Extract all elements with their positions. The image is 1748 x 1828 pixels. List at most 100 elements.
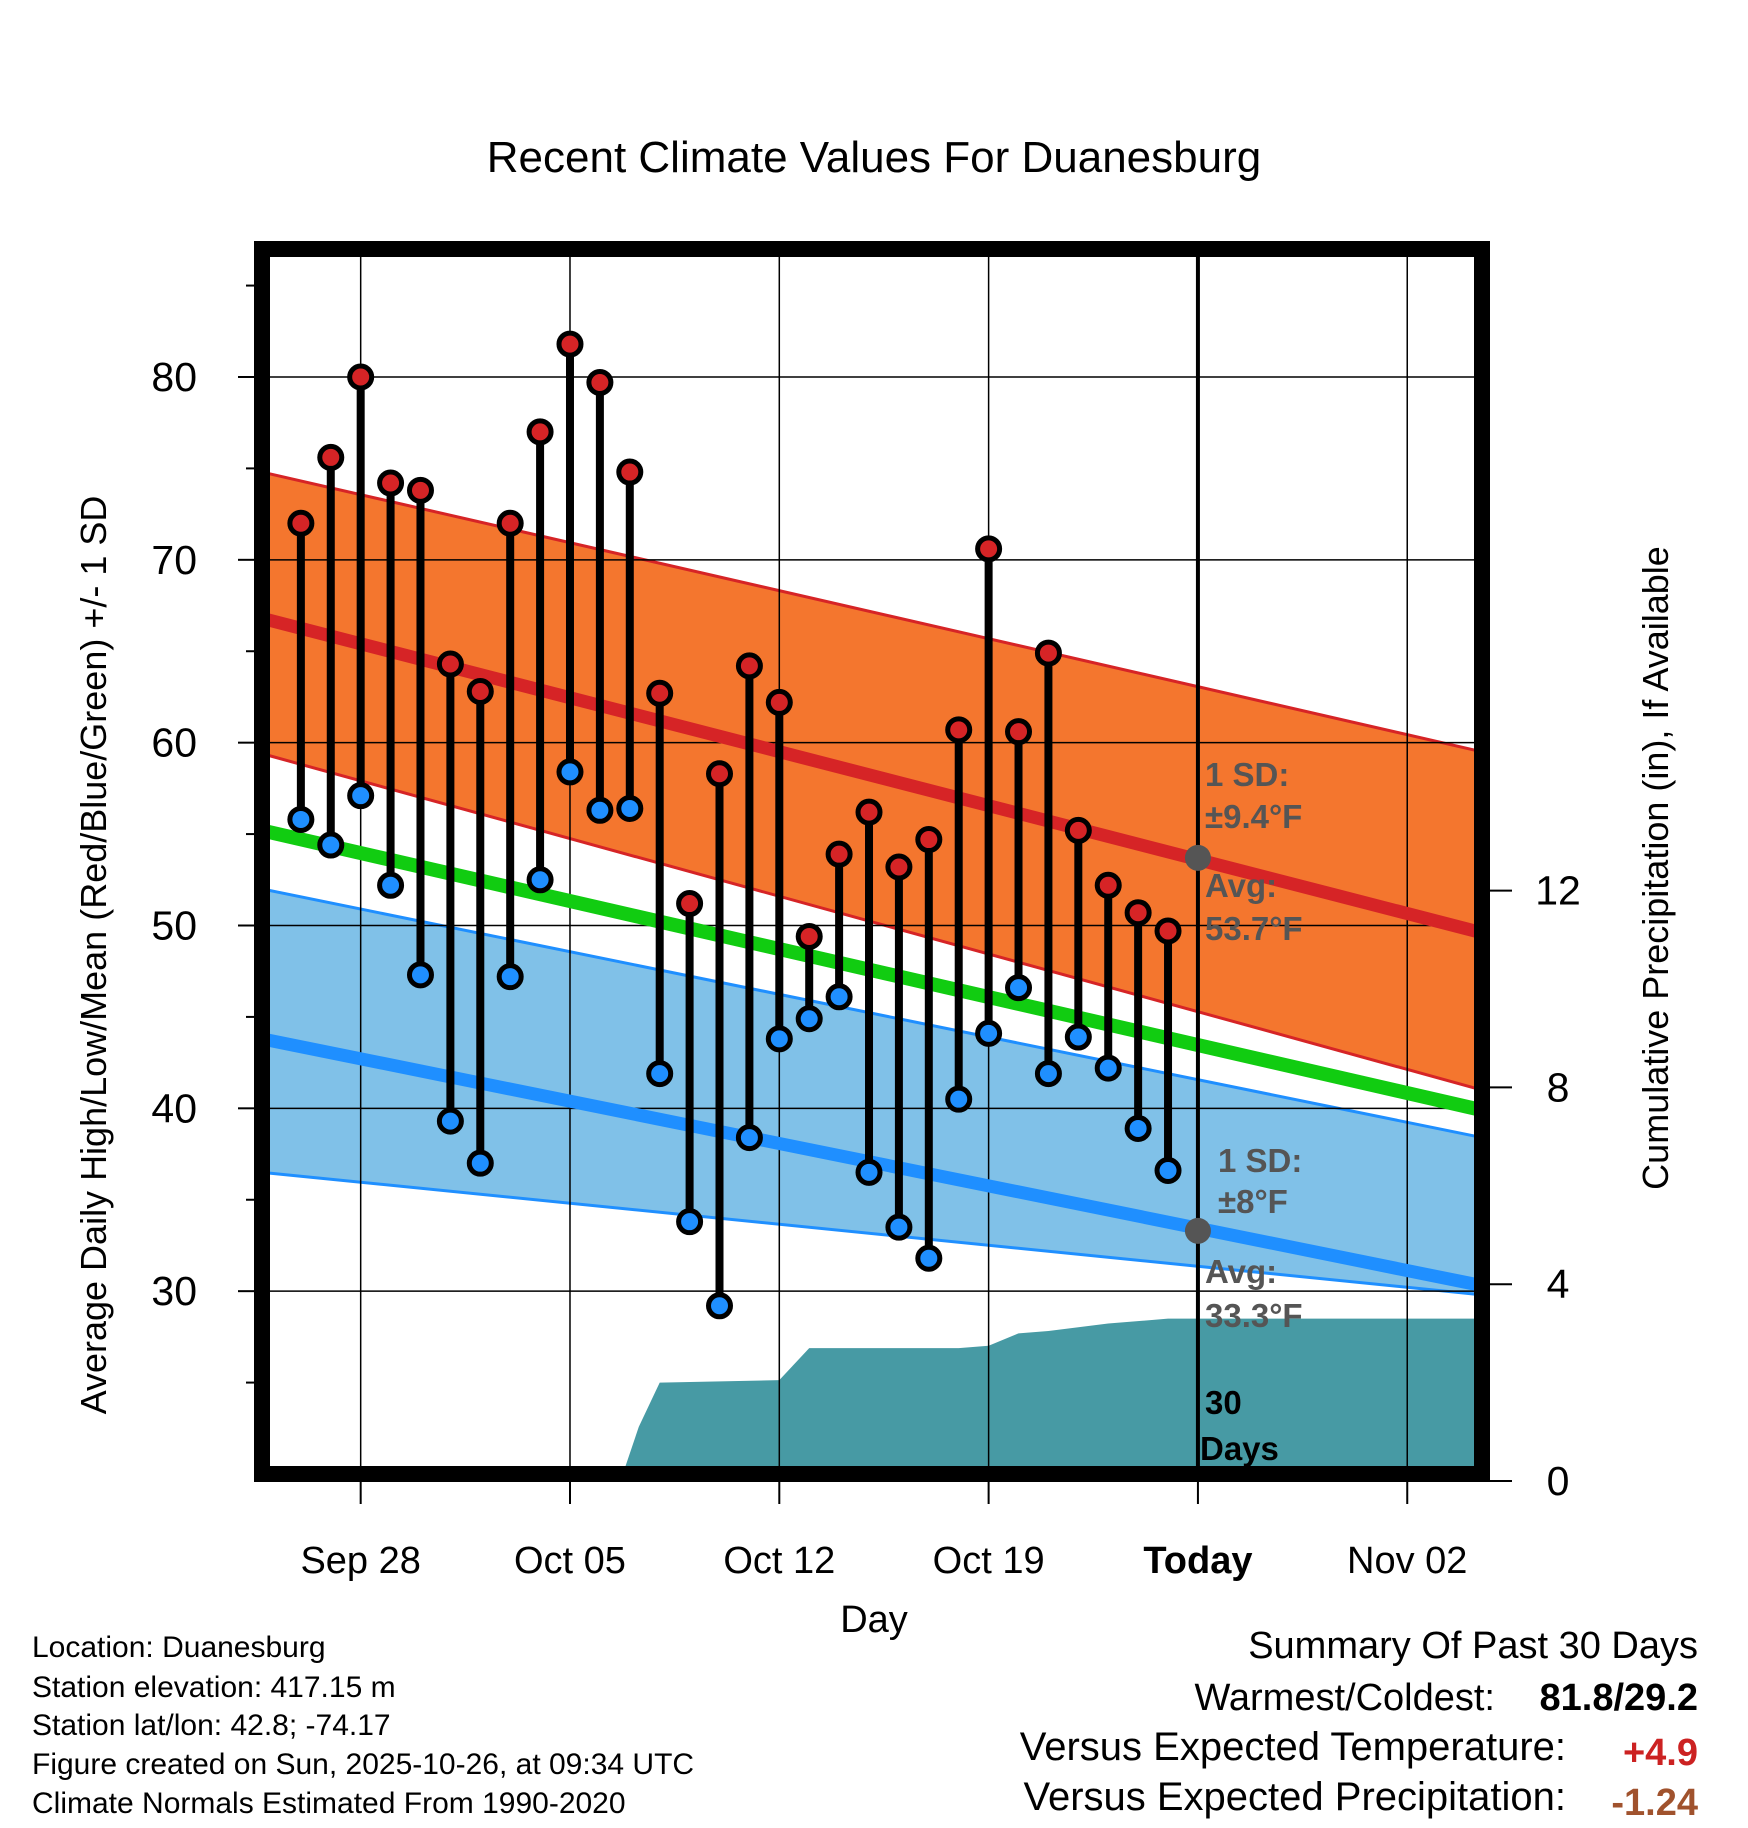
footer-location: Location: Duanesburg xyxy=(32,1631,326,1664)
y-tick-label: 40 xyxy=(151,1085,197,1131)
low-avg-value: 33.3°F xyxy=(1205,1297,1303,1334)
daily-low-point xyxy=(646,1060,674,1088)
y-tick-label: 80 xyxy=(151,354,197,400)
footer-created: Figure created on Sun, 2025-10-26, at 09… xyxy=(32,1748,694,1781)
y2-axis-label: Cumulative Precipitation (in), If Availa… xyxy=(1635,546,1676,1190)
y-tick-label: 30 xyxy=(151,1268,197,1314)
period-days-number: 30 xyxy=(1205,1384,1242,1421)
daily-high-point xyxy=(556,330,584,358)
daily-low-point xyxy=(1094,1054,1122,1082)
daily-low-point xyxy=(436,1107,464,1135)
y-tick-label: 50 xyxy=(151,902,197,948)
daily-low-point xyxy=(735,1124,763,1152)
daily-low-point xyxy=(825,983,853,1011)
daily-low-point xyxy=(1005,974,1033,1002)
daily-high-point xyxy=(526,418,554,446)
daily-high-point xyxy=(1124,899,1152,927)
daily-low-point xyxy=(706,1292,733,1320)
daily-high-point xyxy=(795,922,823,950)
high-avg-label: Avg: xyxy=(1205,867,1277,904)
daily-high-point xyxy=(1034,639,1062,667)
today-low-avg-marker xyxy=(1184,1217,1211,1244)
daily-low-point xyxy=(1034,1060,1062,1088)
daily-high-point xyxy=(735,652,763,680)
x-tick-label: Nov 02 xyxy=(1347,1540,1467,1582)
daily-high-point xyxy=(1005,718,1033,746)
high-normal-line xyxy=(260,612,1484,940)
daily-low-point xyxy=(347,782,375,810)
daily-low-point xyxy=(1154,1156,1182,1184)
daily-high-point xyxy=(1094,871,1122,899)
high-sd-label: 1 SD: xyxy=(1205,756,1289,793)
daily-low-point xyxy=(406,961,434,989)
daily-low-point xyxy=(556,758,584,786)
today-high-avg-marker xyxy=(1184,844,1211,871)
precip-area xyxy=(621,1318,1482,1474)
footer-elevation: Station elevation: 417.15 m xyxy=(32,1671,396,1704)
period-days-unit: Days xyxy=(1200,1430,1279,1467)
high-sd-band-upper-edge xyxy=(261,470,1483,754)
summary-temp-value: +4.9 xyxy=(1623,1732,1698,1774)
daily-high-point xyxy=(377,469,405,497)
daily-high-point xyxy=(1064,816,1092,844)
y-tick-label: 60 xyxy=(151,720,197,766)
daily-low-point xyxy=(975,1019,1003,1047)
daily-high-point xyxy=(885,853,913,881)
daily-low-point xyxy=(586,796,614,824)
daily-high-point xyxy=(496,509,524,537)
daily-high-point xyxy=(347,363,375,391)
daily-low-point xyxy=(855,1158,883,1186)
summary-temp-label: Versus Expected Temperature: xyxy=(1020,1725,1566,1769)
high-avg-value: 53.7°F xyxy=(1205,910,1303,947)
daily-low-point xyxy=(1124,1114,1152,1142)
daily-low-point xyxy=(287,805,315,833)
daily-high-point xyxy=(317,443,345,471)
x-tick-label: Today xyxy=(1143,1540,1252,1582)
daily-low-point xyxy=(466,1149,494,1177)
daily-high-point xyxy=(975,535,1003,563)
plot-area: 1 SD: ±9.4°F Avg: 53.7°F 1 SD: ±8°F Avg: 33.3°F… xyxy=(151,241,1581,1582)
x-tick-label: Sep 28 xyxy=(300,1540,420,1582)
summary-title: Summary Of Past 30 Days xyxy=(1248,1625,1698,1667)
daily-high-point xyxy=(1154,917,1182,945)
y-tick-label: 70 xyxy=(151,537,197,583)
low-sd-label: 1 SD: xyxy=(1218,1142,1302,1179)
daily-low-point xyxy=(616,794,644,822)
daily-high-point xyxy=(287,509,315,537)
x-tick-label: Oct 19 xyxy=(933,1540,1045,1582)
daily-high-point xyxy=(466,677,494,705)
summary-precip-label: Versus Expected Precipitation: xyxy=(1023,1775,1566,1819)
daily-high-point xyxy=(706,760,733,788)
daily-low-point xyxy=(1064,1023,1092,1051)
footer-latlon: Station lat/lon: 42.8; -74.17 xyxy=(32,1709,391,1742)
footer-normals: Climate Normals Estimated From 1990-2020 xyxy=(32,1787,626,1820)
daily-low-point xyxy=(676,1208,704,1236)
summary-precip-value: -1.24 xyxy=(1611,1782,1698,1824)
low-sd-value: ±8°F xyxy=(1218,1183,1288,1220)
daily-high-point xyxy=(825,840,853,868)
x-tick-label: Oct 05 xyxy=(514,1540,626,1582)
daily-high-point xyxy=(406,476,434,504)
daily-high-point xyxy=(616,458,644,486)
x-tick-label: Oct 12 xyxy=(723,1540,835,1582)
daily-high-point xyxy=(436,650,464,678)
low-sd-band-lower-edge xyxy=(261,1170,1483,1297)
y2-tick-label: 12 xyxy=(1535,868,1581,914)
chart-title: Recent Climate Values For Duanesburg xyxy=(487,133,1261,182)
daily-low-point xyxy=(795,1005,823,1033)
daily-low-point xyxy=(885,1213,913,1241)
daily-high-point xyxy=(676,890,704,918)
daily-low-point xyxy=(765,1025,793,1053)
plot-frame xyxy=(254,241,1490,1482)
y2-tick-label: 4 xyxy=(1547,1261,1570,1307)
daily-high-point xyxy=(646,679,674,707)
y2-tick-label: 0 xyxy=(1547,1458,1570,1504)
low-avg-label: Avg: xyxy=(1205,1253,1277,1290)
daily-high-point xyxy=(765,688,793,716)
daily-high-point xyxy=(915,826,943,854)
high-sd-value: ±9.4°F xyxy=(1205,798,1302,835)
summary-warm-cold-label: Warmest/Coldest: xyxy=(1194,1677,1495,1719)
daily-low-point xyxy=(377,871,405,899)
daily-low-point xyxy=(317,831,345,859)
